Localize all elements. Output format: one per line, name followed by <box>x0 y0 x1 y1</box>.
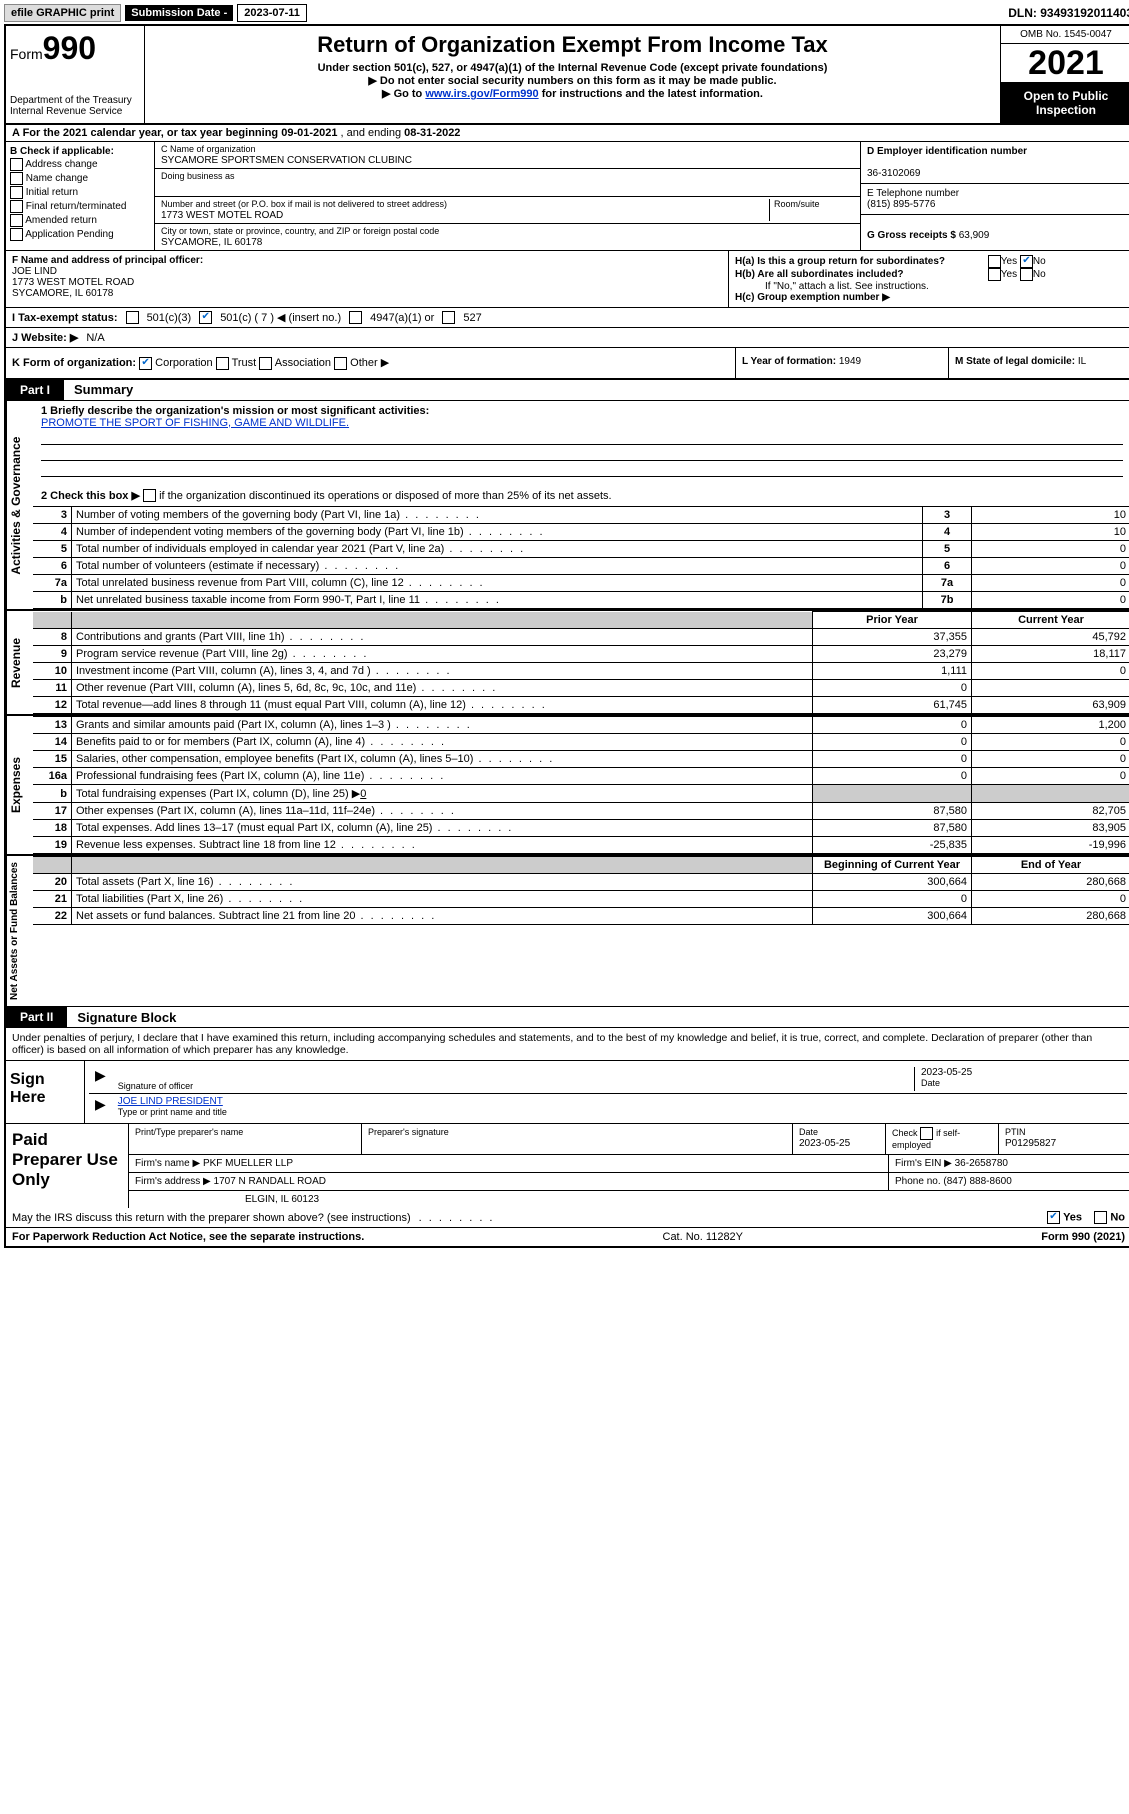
dept-label: Department of the Treasury Internal Reve… <box>10 95 140 117</box>
chk-self-employed[interactable] <box>920 1127 933 1140</box>
part-ii-header: Part II Signature Block <box>6 1007 1129 1028</box>
signature-declaration: Under penalties of perjury, I declare th… <box>6 1028 1129 1061</box>
hb-no[interactable] <box>1020 268 1033 281</box>
discuss-no[interactable] <box>1094 1211 1107 1224</box>
chk-application-pending[interactable]: Application Pending <box>10 228 150 241</box>
org-street: 1773 WEST MOTEL ROAD <box>161 210 283 221</box>
firm-name: PKF MUELLER LLP <box>203 1158 293 1169</box>
chk-501c[interactable] <box>199 311 212 324</box>
omb-number: OMB No. 1545-0047 <box>1001 26 1129 44</box>
chk-corp[interactable] <box>139 357 152 370</box>
submission-label: Submission Date - <box>125 5 233 21</box>
name-arrow-icon: ▶ <box>89 1096 112 1117</box>
officer-name: JOE LIND PRESIDENT <box>118 1096 1121 1107</box>
hb-yes[interactable] <box>988 268 1001 281</box>
chk-name-change[interactable]: Name change <box>10 172 150 185</box>
row-a-tax-year: A For the 2021 calendar year, or tax yea… <box>6 125 1129 142</box>
section-de: D Employer identification number 36-3102… <box>861 142 1129 250</box>
row-k-form-org: K Form of organization: Corporation Trus… <box>6 348 735 378</box>
ein: 36-3102069 <box>867 168 920 179</box>
topbar: efile GRAPHIC print Submission Date - 20… <box>4 4 1129 22</box>
governance-table: 3Number of voting members of the governi… <box>33 506 1129 609</box>
side-expenses: Expenses <box>6 716 33 854</box>
side-revenue: Revenue <box>6 611 33 714</box>
discuss-yes[interactable] <box>1047 1211 1060 1224</box>
section-c: C Name of organization SYCAMORE SPORTSME… <box>155 142 861 250</box>
form-subtitle: Under section 501(c), 527, or 4947(a)(1)… <box>153 62 992 74</box>
org-name: SYCAMORE SPORTSMEN CONSERVATION CLUBINC <box>161 155 412 166</box>
form-header: Form990 Department of the Treasury Inter… <box>6 26 1129 125</box>
row-m-state: M State of legal domicile: IL <box>948 348 1129 378</box>
revenue-table: Prior YearCurrent Year8Contributions and… <box>33 611 1129 714</box>
tax-year: 2021 <box>1001 44 1129 83</box>
side-net-assets: Net Assets or Fund Balances <box>6 856 33 1006</box>
chk-501c3[interactable] <box>126 311 139 324</box>
part-i-header: Part I Summary <box>6 380 1129 401</box>
submission-date: 2023-07-11 <box>237 4 307 22</box>
form-note2: ▶ Go to www.irs.gov/Form990 for instruct… <box>153 87 992 100</box>
efile-button[interactable]: efile GRAPHIC print <box>4 4 121 22</box>
mission-text: PROMOTE THE SPORT OF FISHING, GAME AND W… <box>41 417 1123 429</box>
phone: (815) 895-5776 <box>867 199 935 210</box>
chk-discontinued[interactable] <box>143 489 156 502</box>
chk-other[interactable] <box>334 357 347 370</box>
mission-block: 1 Briefly describe the organization's mi… <box>33 401 1129 507</box>
section-f-officer: F Name and address of principal officer:… <box>6 251 728 307</box>
discuss-row: May the IRS discuss this return with the… <box>6 1208 1129 1227</box>
section-b-checkboxes: B Check if applicable: Address change Na… <box>6 142 155 250</box>
expenses-table: 13Grants and similar amounts paid (Part … <box>33 716 1129 854</box>
form-number-block: Form990 Department of the Treasury Inter… <box>6 26 145 123</box>
signature-arrow-icon: ▶ <box>89 1067 112 1091</box>
sign-here-block: Sign Here ▶ Signature of officer 2023-05… <box>6 1061 1129 1124</box>
form-title: Return of Organization Exempt From Incom… <box>153 32 992 58</box>
chk-initial-return[interactable]: Initial return <box>10 186 150 199</box>
chk-final-return[interactable]: Final return/terminated <box>10 200 150 213</box>
chk-trust[interactable] <box>216 357 229 370</box>
org-city: SYCAMORE, IL 60178 <box>161 237 262 248</box>
side-activities-governance: Activities & Governance <box>6 401 33 610</box>
net-assets-table: Beginning of Current YearEnd of Year20To… <box>33 856 1129 925</box>
instructions-link[interactable]: www.irs.gov/Form990 <box>425 88 538 100</box>
chk-address-change[interactable]: Address change <box>10 158 150 171</box>
ha-yes[interactable] <box>988 255 1001 268</box>
chk-amended-return[interactable]: Amended return <box>10 214 150 227</box>
form-note1: ▶ Do not enter social security numbers o… <box>153 74 992 87</box>
paid-preparer-block: Paid Preparer Use Only Print/Type prepar… <box>6 1124 1129 1208</box>
row-i-tax-status: I Tax-exempt status: 501(c)(3) 501(c) ( … <box>6 308 1129 328</box>
page-footer: For Paperwork Reduction Act Notice, see … <box>6 1227 1129 1246</box>
chk-assoc[interactable] <box>259 357 272 370</box>
chk-4947[interactable] <box>349 311 362 324</box>
dln: DLN: 93493192011403 <box>1008 6 1129 20</box>
ha-no[interactable] <box>1020 255 1033 268</box>
form-container: Form990 Department of the Treasury Inter… <box>4 24 1129 1248</box>
chk-527[interactable] <box>442 311 455 324</box>
row-j-website: J Website: ▶ N/A <box>6 328 1129 348</box>
section-h: H(a) Is this a group return for subordin… <box>728 251 1129 307</box>
open-public-badge: Open to Public Inspection <box>1001 83 1129 123</box>
row-l-year: L Year of formation: 1949 <box>735 348 948 378</box>
gross-receipts: 63,909 <box>959 230 990 241</box>
